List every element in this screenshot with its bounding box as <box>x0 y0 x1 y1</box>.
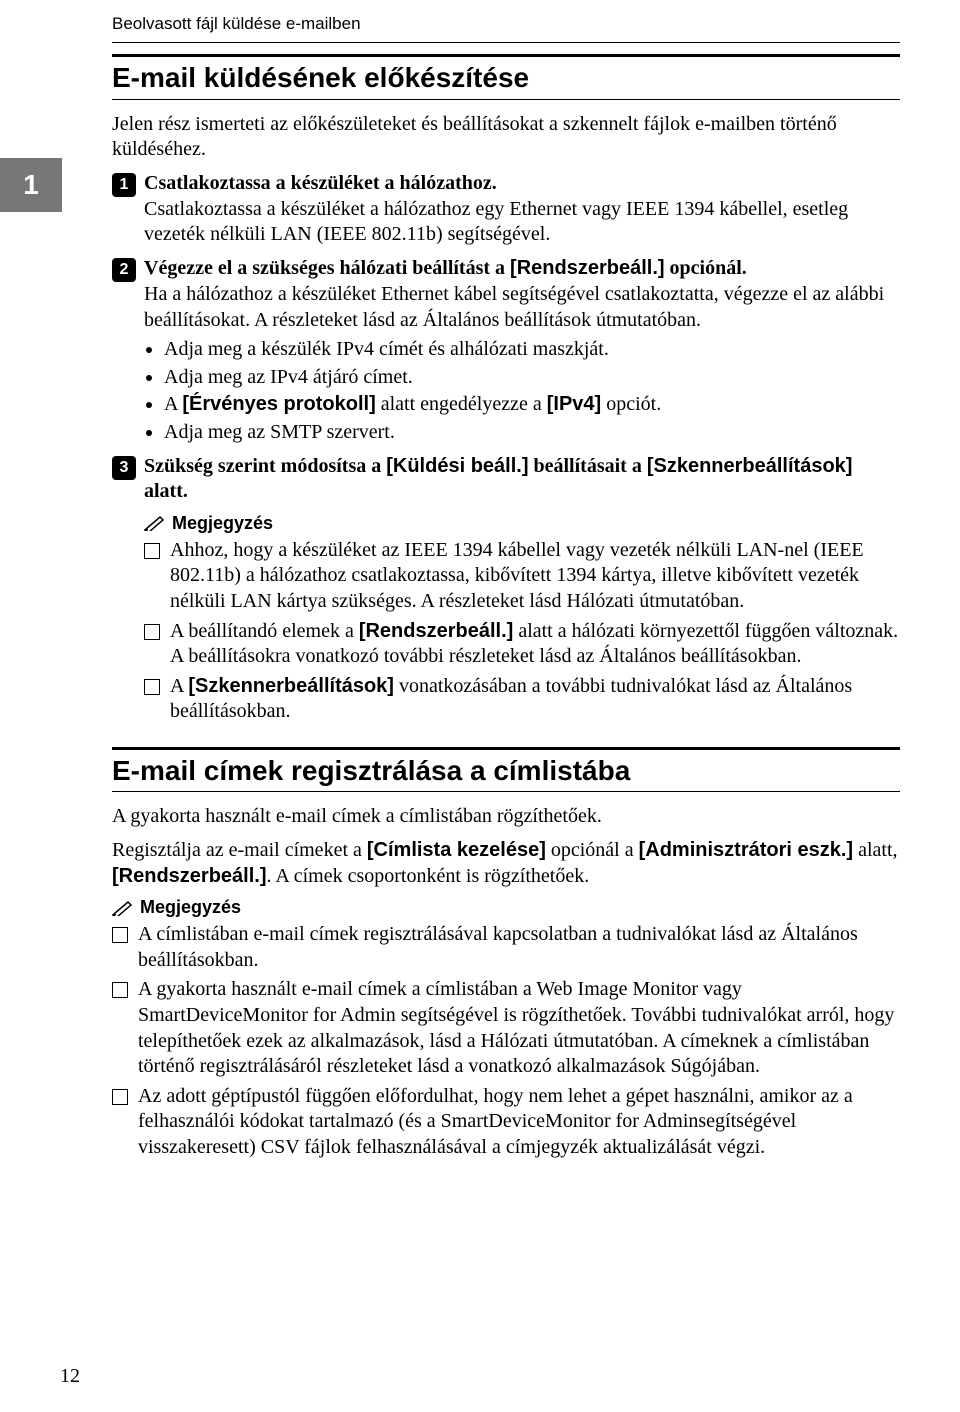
note2-item3: Az adott géptípustól függően előfordulha… <box>112 1084 900 1161</box>
bullet-4: Adja meg az SMTP szervert. <box>164 420 900 446</box>
step-2: 2 Végezze el a szükséges hálózati beállí… <box>112 256 900 282</box>
checkbox-icon <box>144 624 160 640</box>
step2-title-post: opciónál. <box>665 257 747 279</box>
checkbox-icon <box>112 1089 128 1105</box>
bullet-2: Adja meg az IPv4 átjáró címet. <box>164 365 900 391</box>
running-header: Beolvasott fájl küldése e-mailben <box>112 14 900 43</box>
section2-para1: A gyakorta használt e-mail címek a címli… <box>112 804 900 830</box>
step2-title-ui: [Rendszerbeáll.] <box>510 257 664 279</box>
note2-item1: A címlistában e-mail címek regisztrálásá… <box>112 922 900 973</box>
note1-item2: A beállítandó elemek a [Rendszerbeáll.] … <box>144 619 900 670</box>
note1-item3: A [Szkennerbeállítások] vonatkozásában a… <box>144 674 900 725</box>
step3-title-post: alatt. <box>144 480 188 502</box>
step1-title: Csatlakoztassa a készüléket a hálózathoz… <box>144 172 497 194</box>
note-label-2: Megjegyzés <box>140 897 241 918</box>
bullet-3: A [Érvényes protokoll] alatt engedélyezz… <box>164 392 900 418</box>
note2-item2: A gyakorta használt e-mail címek a címli… <box>112 977 900 1079</box>
step1-text: Csatlakoztassa a készüléket a hálózathoz… <box>144 197 900 248</box>
step-number-1: 1 <box>112 173 136 197</box>
checkbox-icon <box>112 927 128 943</box>
heading-rule-top <box>112 54 900 57</box>
step-number-3: 3 <box>112 456 136 480</box>
checkbox-icon <box>144 543 160 559</box>
heading2-rule-top <box>112 747 900 750</box>
page-content: E-mail küldésének előkészítése Jelen rés… <box>112 54 900 1165</box>
note-header-2: Megjegyzés <box>112 897 900 918</box>
pencil-icon <box>144 515 166 531</box>
step-3: 3 Szükség szerint módosítsa a [Küldési b… <box>112 454 900 505</box>
step2-title-pre: Végezze el a szükséges hálózati beállítá… <box>144 257 510 279</box>
step2-bullets: Adja meg a készülék IPv4 címét és alháló… <box>144 337 900 445</box>
chapter-tab: 1 <box>0 158 62 212</box>
note-header-1: Megjegyzés <box>144 513 900 534</box>
section2-para2: Regisztálja az e-mail címeket a [Címlist… <box>112 838 900 889</box>
section1-intro: Jelen rész ismerteti az előkészületeket … <box>112 112 900 163</box>
section1-title: E-mail küldésének előkészítése <box>112 61 900 95</box>
bullet-1: Adja meg a készülék IPv4 címét és alháló… <box>164 337 900 363</box>
heading2-rule-bottom <box>112 791 900 792</box>
step3-title-ui2: [Szkennerbeállítások] <box>647 455 853 477</box>
step3-title-mid: beállításait a <box>528 455 646 477</box>
step2-text: Ha a hálózathoz a készüléket Ethernet ká… <box>144 282 900 333</box>
heading-rule-bottom <box>112 99 900 100</box>
note-list-1: Ahhoz, hogy a készüléket az IEEE 1394 ká… <box>144 538 900 725</box>
note1-item1: Ahhoz, hogy a készüléket az IEEE 1394 ká… <box>144 538 900 615</box>
section2-title: E-mail címek regisztrálása a címlistába <box>112 754 900 788</box>
note-list-2: A címlistában e-mail címek regisztrálásá… <box>112 922 900 1160</box>
checkbox-icon <box>144 679 160 695</box>
page-number: 12 <box>60 1365 80 1388</box>
step-number-2: 2 <box>112 258 136 282</box>
pencil-icon <box>112 900 134 916</box>
note-label-1: Megjegyzés <box>172 513 273 534</box>
step3-title-ui1: [Küldési beáll.] <box>386 455 528 477</box>
checkbox-icon <box>112 982 128 998</box>
step-1: 1 Csatlakoztassa a készüléket a hálózath… <box>112 171 900 197</box>
step3-title-pre: Szükség szerint módosítsa a <box>144 455 386 477</box>
